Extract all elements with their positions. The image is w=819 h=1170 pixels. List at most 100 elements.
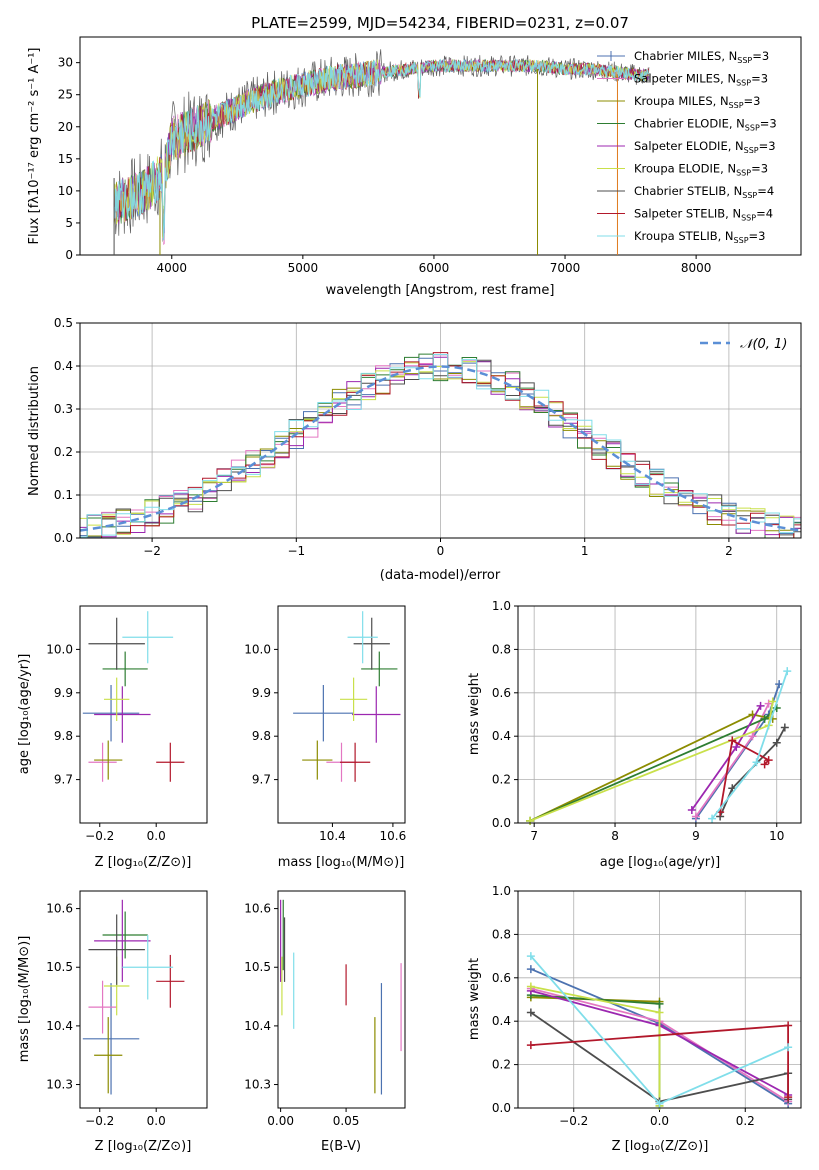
legend-label: Salpeter ELODIE, NSSP=3 [634, 139, 776, 155]
weight-marker [526, 965, 535, 974]
x-tick-label: 0.0 [147, 829, 166, 843]
weight-marker [526, 816, 535, 825]
y-tick-label: 10.3 [46, 1078, 73, 1092]
spectrum-series-8 [113, 58, 650, 241]
weight-marker [655, 999, 664, 1008]
x-tick-label: 0.0 [650, 1114, 669, 1128]
normal-legend-label: 𝒩(0, 1) [740, 337, 787, 352]
y-tick-label: 0.4 [54, 359, 73, 373]
y-tick-label: 10.6 [46, 902, 73, 916]
histogram-ylabel: Normed distribution [27, 366, 42, 496]
y-tick-label: 0.8 [492, 642, 511, 656]
x-tick-label: 5000 [288, 261, 319, 275]
agew-xlabel: age [log₁₀(age/yr)] [600, 855, 721, 870]
histogram-series-5 [80, 361, 801, 539]
figure-title: PLATE=2599, MJD=54234, FIBERID=0231, z=0… [251, 14, 629, 32]
x-tick-label: 0.2 [736, 1114, 755, 1128]
weight-marker [752, 758, 761, 767]
weight-marker [780, 723, 789, 732]
weight-marker [526, 952, 535, 961]
weight-line-3 [529, 707, 778, 822]
y-tick-label: 10.3 [244, 1078, 271, 1092]
y-tick-label: 10.0 [46, 642, 73, 656]
legend-label: Kroupa MILES, NSSP=3 [634, 94, 760, 110]
legend-label: Chabrier ELODIE, NSSP=3 [634, 117, 777, 133]
weight-marker [772, 738, 781, 747]
x-tick-label: −1 [287, 544, 305, 558]
x-tick-label: 0 [437, 544, 445, 558]
x-tick-label: 4000 [156, 261, 187, 275]
histogram-grid: −2 −1 0 1 2 0.0 0.1 0.2 0.3 0.4 0.5 [54, 316, 801, 558]
weight-marker [764, 756, 773, 765]
y-tick-label: 9.9 [54, 686, 73, 700]
histogram-xlabel: (data-model)/error [380, 568, 501, 583]
weight-marker [526, 1041, 535, 1050]
y-tick-label: 5 [65, 216, 73, 230]
weight-marker [784, 1021, 793, 1030]
x-tick-label: 0.0 [147, 1114, 166, 1128]
spectrum-legend: Chabrier MILES, NSSP=3 Salpeter MILES, NS… [597, 49, 777, 245]
zmass-ylabel: mass [log₁₀(M/M⊙)] [17, 936, 32, 1063]
normal-curve [79, 365, 802, 532]
y-tick-label: 0.3 [54, 402, 73, 416]
histogram-axes-frame [79, 322, 802, 539]
x-tick-label: 7 [530, 829, 538, 843]
weight-marker [783, 667, 792, 676]
zmass-xlabel: Z [log₁₀(Z/Z⊙)] [95, 1139, 192, 1154]
x-tick-label: 6000 [419, 261, 450, 275]
weight-line-7 [719, 739, 771, 813]
weight-marker [687, 805, 696, 814]
agew-ylabel: mass weight [467, 673, 482, 755]
legend-label: Kroupa STELIB, NSSP=3 [634, 229, 765, 245]
spectrum-series-1 [113, 59, 650, 246]
y-tick-label: 9.7 [54, 773, 73, 787]
y-tick-label: 9.8 [252, 729, 271, 743]
y-tick-label: 9.8 [54, 729, 73, 743]
y-tick-label: 20 [58, 120, 73, 134]
axes-frame [79, 605, 208, 824]
histogram-series-8 [80, 354, 801, 538]
weight-marker [691, 812, 700, 821]
legend-label: Salpeter STELIB, NSSP=4 [634, 207, 773, 223]
weight-marker [760, 760, 769, 769]
axes-frame [517, 890, 802, 1109]
residual-histogram-panel: −2 −1 0 1 2 0.0 0.1 0.2 0.3 0.4 0.5 (data-model)/e… [27, 316, 802, 583]
x-tick-label: 8000 [681, 261, 712, 275]
weight-marker [655, 1099, 664, 1108]
y-tick-label: 0.2 [54, 445, 73, 459]
zw-ylabel: mass weight [467, 958, 482, 1040]
y-tick-label: 0.1 [54, 488, 73, 502]
spectrum-series-7 [113, 59, 650, 237]
weight-marker [760, 714, 769, 723]
zage-xlabel: Z [log₁₀(Z/Z⊙)] [95, 855, 192, 870]
x-tick-label: 0.00 [267, 1114, 294, 1128]
legend-label: Kroupa ELODIE, NSSP=3 [634, 162, 768, 178]
weight-marker [784, 1093, 793, 1102]
mass-age-panel: 10.4 10.6 9.7 9.8 9.9 10.0 [244, 605, 406, 843]
weight-marker [784, 1043, 793, 1052]
legend-label: Chabrier STELIB, NSSP=4 [634, 184, 774, 200]
weight-marker [768, 697, 777, 706]
spectrum-xlabel: wavelength [Angstrom, rest frame] [326, 283, 555, 298]
y-tick-label: 0 [65, 248, 73, 262]
y-tick-label: 0.0 [492, 1101, 511, 1115]
histogram-series-3 [80, 353, 801, 539]
y-tick-label: 10.5 [46, 960, 73, 974]
weight-marker [728, 736, 737, 745]
x-tick-label: −0.2 [85, 829, 114, 843]
weight-marker [526, 982, 535, 991]
ebv-xlabel: E(B-V) [321, 1139, 361, 1154]
y-tick-label: 25 [58, 88, 73, 102]
y-tick-label: 10.0 [244, 642, 271, 656]
y-tick-label: 10 [58, 184, 73, 198]
weight-marker [756, 701, 765, 710]
x-tick-label: 9 [692, 829, 700, 843]
y-tick-label: 0.4 [492, 729, 511, 743]
spectrum-ylabel: Flux [fλ10⁻¹⁷ erg cm⁻² s⁻¹ A⁻¹] [27, 48, 42, 245]
spectrum-ticks: 4000 5000 6000 7000 8000 0 5 10 15 20 25 30 [58, 56, 712, 275]
weight-marker [526, 1008, 535, 1017]
y-tick-label: 0.6 [492, 686, 511, 700]
x-tick-label: 1 [581, 544, 589, 558]
age-weight-panel: 7 8 9 10 0.0 0.2 0.4 0.6 0.8 1.0 [492, 599, 802, 843]
